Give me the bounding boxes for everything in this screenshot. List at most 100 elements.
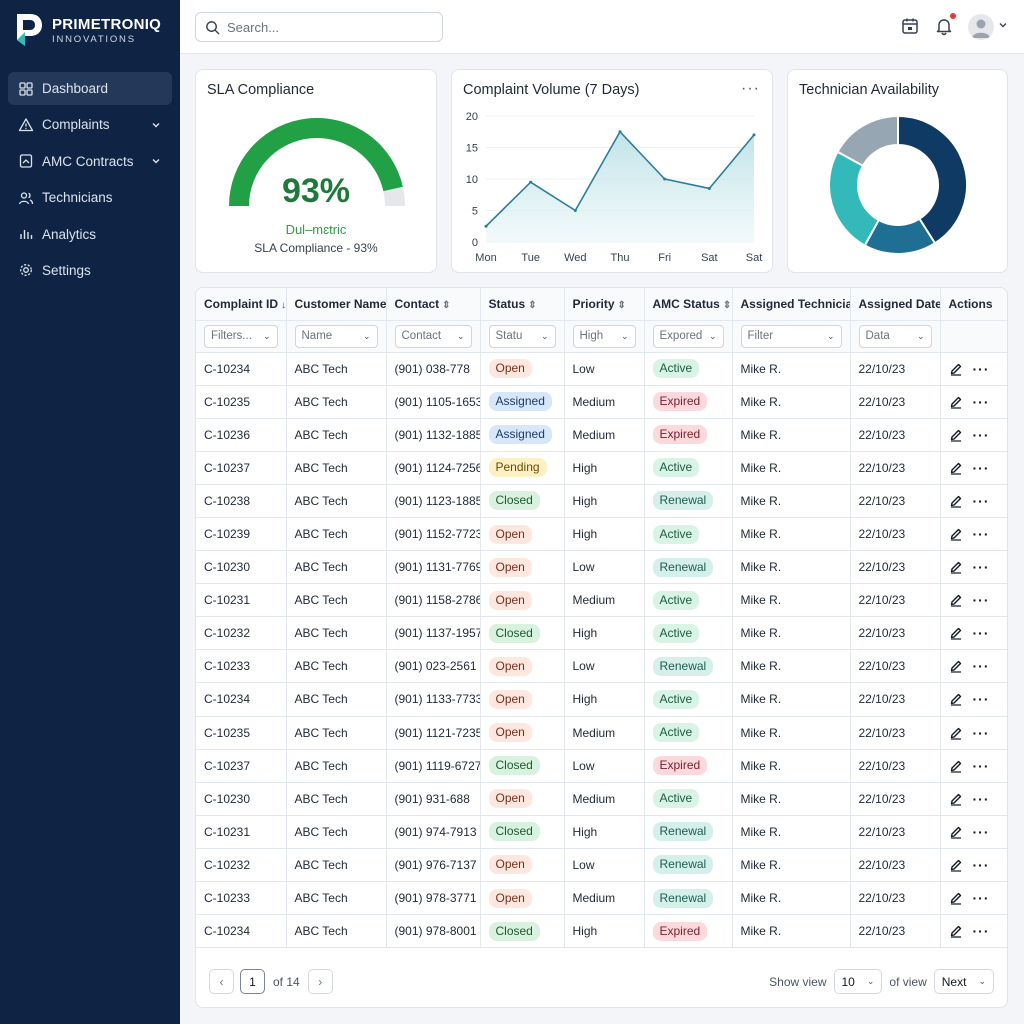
brand[interactable]: PRIMETRONIQ INNOVATIONS [14, 12, 161, 48]
chevron-down-icon[interactable] [150, 155, 162, 167]
table-row[interactable]: C-10235 ABC Tech (901) 1105-1653 Assigned Me… [196, 385, 1007, 419]
more-actions-icon[interactable]: ··· [972, 856, 990, 873]
column-filter-dropdown[interactable]: Expored ⌄ [652, 324, 724, 348]
more-actions-icon[interactable]: ··· [972, 360, 990, 377]
table-row[interactable]: C-10234 ABC Tech (901) 1133-7733 Open High Ac… [196, 682, 1007, 717]
table-row[interactable]: C-10239 ABC Tech (901) 1152-7723 Open High Ac… [196, 517, 1007, 552]
column-header-amc-status[interactable]: AMC Status ⇕ [644, 288, 733, 321]
column-header-assigned-technician[interactable]: Assigned Technician [732, 288, 851, 321]
sort-icon[interactable]: ⇕ [617, 299, 626, 311]
edit-icon[interactable] [949, 395, 963, 409]
sort-icon[interactable]: ⇕ [528, 299, 537, 311]
calendar-icon[interactable] [900, 16, 920, 36]
edit-icon[interactable] [949, 759, 963, 773]
sidebar-item-complaints[interactable]: Complaints [8, 108, 172, 141]
page-size-select[interactable]: 10 ⌄ [833, 969, 883, 994]
edit-icon[interactable] [949, 659, 963, 673]
table-row[interactable]: C-10232 ABC Tech (901) 1137-1957 Closed High… [196, 616, 1007, 651]
column-filter-dropdown[interactable]: Data ⌄ [858, 324, 932, 348]
more-actions-icon[interactable]: ··· [972, 823, 990, 840]
edit-icon[interactable] [949, 924, 963, 938]
table-row[interactable]: C-10233 ABC Tech (901) 978-3771 Open Medium R… [196, 881, 1007, 916]
edit-icon[interactable] [949, 858, 963, 872]
contact-cell: (901) 023-2561 [386, 649, 481, 684]
column-filter-dropdown[interactable]: Contact ⌄ [394, 324, 472, 348]
avatar[interactable] [968, 14, 994, 40]
more-actions-icon[interactable]: ··· [972, 592, 990, 609]
more-actions-icon[interactable]: ··· [972, 691, 990, 708]
table-row[interactable]: C-10235 ABC Tech (901) 1121-7235 Open Medium… [196, 716, 1007, 750]
edit-icon[interactable] [949, 560, 963, 574]
more-actions-icon[interactable]: ··· [972, 890, 990, 907]
table-row[interactable]: C-10234 ABC Tech (901) 978-8001 Closed High E… [196, 914, 1007, 949]
table-row[interactable]: C-10232 ABC Tech (901) 976-7137 Open Low Rene… [196, 848, 1007, 883]
column-header-complaint-id[interactable]: Complaint ID ↓ [196, 288, 287, 321]
column-header-contact[interactable]: Contact ⇕ [386, 288, 481, 321]
more-actions-icon[interactable]: ··· [972, 658, 990, 675]
edit-icon[interactable] [949, 726, 963, 740]
chevron-down-icon[interactable] [150, 119, 162, 131]
more-actions-icon[interactable]: ··· [972, 757, 990, 774]
edit-icon[interactable] [949, 527, 963, 541]
edit-icon[interactable] [949, 593, 963, 607]
column-header-assigned-date[interactable]: Assigned Date [850, 288, 941, 321]
next-page-select[interactable]: Next ⌄ [933, 969, 994, 994]
more-actions-icon[interactable]: ··· [972, 559, 990, 576]
more-options-icon[interactable]: ··· [741, 80, 760, 97]
column-header-customer-name[interactable]: Customer Name [286, 288, 387, 321]
column-filter-dropdown[interactable]: High ⌄ [572, 324, 636, 348]
more-actions-icon[interactable]: ··· [972, 393, 990, 410]
sidebar-item-dashboard[interactable]: Dashboard [8, 72, 172, 105]
more-actions-icon[interactable]: ··· [972, 625, 990, 642]
sidebar-item-technicians[interactable]: Technicians [8, 181, 172, 214]
search-input[interactable] [227, 19, 427, 35]
more-actions-icon[interactable]: ··· [972, 526, 990, 543]
current-page-button[interactable]: 1 [240, 969, 265, 994]
complaint-id: C-10233 [204, 659, 251, 674]
column-filter-dropdown[interactable]: Filters... ⌄ [204, 324, 278, 348]
table-row[interactable]: C-10237 ABC Tech (901) 1124-7256 Pending Hig… [196, 451, 1007, 485]
column-header-status[interactable]: Status ⇕ [480, 288, 565, 321]
table-row[interactable]: C-10233 ABC Tech (901) 023-2561 Open Low Rene… [196, 649, 1007, 684]
sort-icon[interactable]: ↓ [281, 299, 286, 311]
search-box[interactable] [195, 12, 443, 42]
more-actions-icon[interactable]: ··· [972, 923, 990, 940]
sidebar-item-settings[interactable]: Settings [8, 254, 172, 287]
table-row[interactable]: C-10230 ABC Tech (901) 931-688 Open Medium Ac… [196, 782, 1007, 816]
edit-icon[interactable] [949, 494, 963, 508]
assigned-date: 22/10/23 [858, 824, 906, 839]
sidebar-item-amc-contracts[interactable]: AMC Contracts [8, 145, 172, 178]
next-page-arrow-button[interactable]: › [307, 969, 333, 994]
more-actions-icon[interactable]: ··· [972, 426, 990, 443]
column-header-actions[interactable]: Actions [940, 288, 1007, 321]
edit-icon[interactable] [949, 362, 963, 376]
edit-icon[interactable] [949, 428, 963, 442]
edit-icon[interactable] [949, 461, 963, 475]
table-row[interactable]: C-10236 ABC Tech (901) 1132-1885 Assigned Me… [196, 418, 1007, 452]
table-row[interactable]: C-10230 ABC Tech (901) 1131-7769 Open Low Ren… [196, 550, 1007, 585]
edit-icon[interactable] [949, 891, 963, 905]
sort-icon[interactable]: ⇕ [442, 299, 451, 311]
table-row[interactable]: C-10238 ABC Tech (901) 1123-1885 Closed High… [196, 484, 1007, 518]
table-row[interactable]: C-10234 ABC Tech (901) 038-778 Open Low Activ… [196, 352, 1007, 386]
table-row[interactable]: C-10231 ABC Tech (901) 974-7913 Closed High R… [196, 815, 1007, 849]
prev-page-button[interactable]: ‹ [209, 969, 234, 994]
table-row[interactable]: C-10231 ABC Tech (901) 1158-2786 Open Medium… [196, 583, 1007, 618]
table-row[interactable]: C-10237 ABC Tech (901) 1119-6727 Closed Low E… [196, 749, 1007, 783]
sidebar-item-analytics[interactable]: Analytics [8, 218, 172, 251]
chevron-down-icon[interactable] [998, 20, 1008, 30]
more-actions-icon[interactable]: ··· [972, 724, 990, 741]
bell-icon[interactable] [934, 16, 954, 36]
edit-icon[interactable] [949, 825, 963, 839]
more-actions-icon[interactable]: ··· [972, 492, 990, 509]
more-actions-icon[interactable]: ··· [972, 790, 990, 807]
column-filter-dropdown[interactable]: Statu ⌄ [488, 324, 556, 348]
column-filter-dropdown[interactable]: Name ⌄ [294, 324, 378, 348]
edit-icon[interactable] [949, 626, 963, 640]
sort-icon[interactable]: ⇕ [722, 299, 732, 311]
column-header-priority[interactable]: Priority ⇕ [564, 288, 645, 321]
more-actions-icon[interactable]: ··· [972, 459, 990, 476]
edit-icon[interactable] [949, 692, 963, 707]
edit-icon[interactable] [949, 792, 963, 806]
column-filter-dropdown[interactable]: Filter ⌄ [740, 324, 842, 348]
